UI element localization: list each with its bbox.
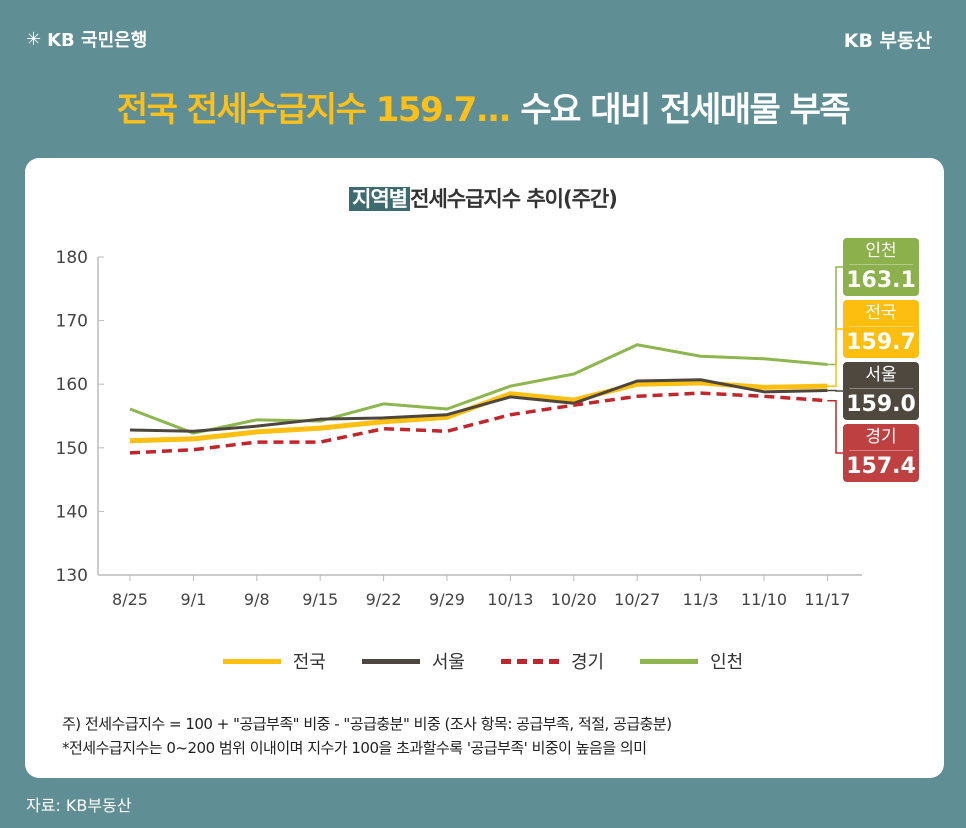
- end-value-tag: 전국 159.7: [843, 300, 919, 358]
- footnote-line: 주) 전세수급지수 = 100 + "공급부족" 비중 - "공급충분" 비중 …: [62, 715, 672, 733]
- y-tick-label: 160: [56, 375, 88, 395]
- legend-swatch: [501, 658, 559, 664]
- legend-swatch: [222, 658, 281, 664]
- legend-swatch: [640, 658, 699, 664]
- end-value-tag: 경기 157.4: [843, 424, 919, 482]
- chart-title: 지역별 전세수급지수 추이(주간): [0, 183, 966, 213]
- tag-series-name: 전국: [849, 300, 913, 327]
- x-tick-label: 10/20: [551, 590, 597, 609]
- x-tick-label: 9/8: [244, 590, 270, 609]
- brand-label: KB 부동산: [843, 30, 932, 52]
- x-tick-label: 9/1: [181, 590, 207, 609]
- leader-line: [827, 328, 843, 387]
- x-tick-label: 11/17: [804, 590, 850, 609]
- tag-value: 163.1: [846, 268, 916, 293]
- legend-item: 인천: [640, 648, 743, 674]
- legend-swatch: [361, 658, 420, 664]
- x-tick-label: 11/3: [683, 590, 719, 609]
- x-tick-label: 9/22: [366, 590, 402, 609]
- y-tick-label: 170: [56, 312, 88, 332]
- tag-series-name: 경기: [849, 424, 913, 451]
- footnote-line: *전세수급지수는 0~200 범위 이내이며 지수가 100을 초과할수록 '공…: [62, 739, 647, 757]
- legend-label: 전국: [292, 652, 326, 673]
- x-tick-label: 11/10: [741, 590, 787, 609]
- headline-highlight: 전국 전세수급지수 159.7...: [116, 90, 512, 130]
- footnote: 주) 전세수급지수 = 100 + "공급부족" 비중 - "공급충분" 비중 …: [62, 712, 672, 760]
- x-tick-label: 9/29: [429, 590, 465, 609]
- headline: 전국 전세수급지수 159.7... 수요 대비 전세매물 부족: [0, 82, 966, 131]
- y-tick-label: 180: [56, 248, 88, 268]
- series-line-경기: [129, 391, 828, 455]
- tag-value: 157.4: [846, 454, 916, 479]
- legend-item: 경기: [501, 648, 604, 674]
- legend-item: 서울: [361, 648, 465, 674]
- y-tick-label: 150: [56, 439, 88, 459]
- legend-label: 서울: [431, 652, 465, 673]
- legend: 전국 서울 경기 인천: [0, 648, 966, 674]
- kb-star-icon: ✳: [26, 28, 42, 50]
- tag-value: 159.7: [846, 330, 916, 355]
- chart-card: [25, 158, 944, 778]
- legend-label: 경기: [571, 652, 605, 673]
- y-tick-label: 140: [56, 502, 88, 522]
- source: 자료: KB부동산: [26, 796, 132, 815]
- headline-rest: 수요 대비 전세매물 부족: [510, 90, 850, 130]
- tag-series-name: 인천: [849, 238, 913, 265]
- leader-line: [827, 266, 843, 366]
- legend-item: 전국: [222, 648, 326, 674]
- series-line-전국: [129, 380, 828, 444]
- chart-title-rest: 전세수급지수 추이(주간): [410, 187, 618, 211]
- x-tick-label: 8/25: [112, 590, 148, 609]
- kb-bank-logo: ✳ KB 국민은행: [26, 26, 147, 52]
- legend-label: 인천: [710, 652, 744, 673]
- series-line-인천: [129, 343, 828, 435]
- bank-name: KB 국민은행: [47, 30, 148, 51]
- end-value-tag: 인천 163.1: [843, 238, 919, 296]
- leader-line: [827, 399, 843, 454]
- tag-value: 159.0: [846, 392, 916, 417]
- y-tick-label: 130: [56, 566, 88, 586]
- tag-series-name: 서울: [849, 362, 913, 389]
- chart-title-highlight: 지역별: [349, 187, 411, 211]
- series-line-서울: [129, 378, 828, 433]
- end-value-tag: 서울 159.0: [843, 362, 919, 420]
- x-tick-label: 10/13: [487, 590, 533, 609]
- x-tick-label: 9/15: [302, 590, 338, 609]
- x-tick-label: 10/27: [614, 590, 660, 609]
